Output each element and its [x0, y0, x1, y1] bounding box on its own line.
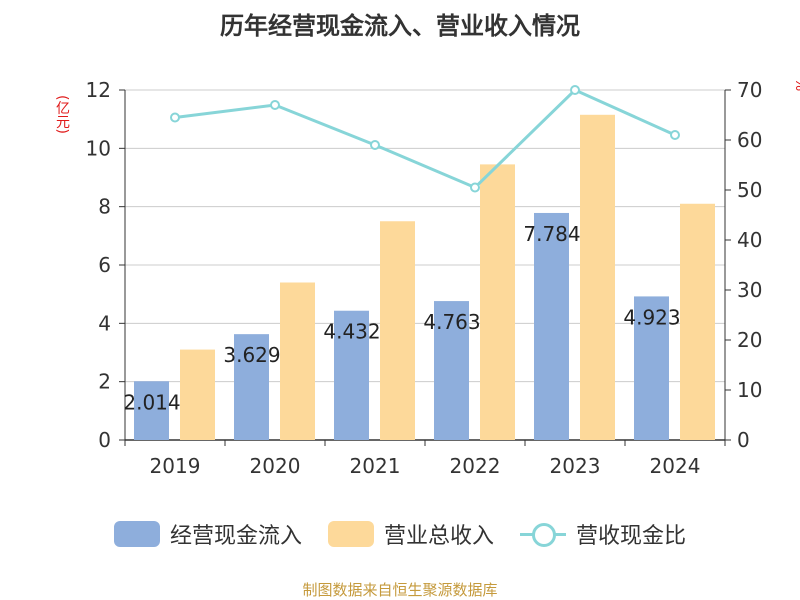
x-tick-label: 2021: [350, 454, 401, 478]
bar-revenue: [180, 349, 215, 440]
legend-swatch-cash-ratio: [520, 521, 566, 547]
y-left-tick-label: 4: [98, 311, 111, 335]
y-right-tick-label: 20: [737, 328, 762, 352]
point-cash-ratio: [470, 182, 480, 193]
y-axis-left-label: (亿元): [54, 95, 70, 134]
bar-revenue: [680, 203, 715, 440]
bar-cash-inflow: [234, 334, 269, 440]
y-right-tick-label: 50: [737, 178, 762, 202]
bar-revenue: [280, 282, 315, 440]
y-left-tick-label: 0: [98, 428, 111, 452]
data-label-cash-inflow: 4.923: [623, 305, 680, 329]
legend-swatch-cash-inflow: [113, 521, 160, 547]
data-label-cash-inflow: 2.014: [123, 390, 180, 414]
bar-cash-inflow: [434, 301, 469, 440]
point-cash-ratio: [670, 130, 680, 140]
point-cash-ratio: [370, 140, 380, 150]
bar-cash-inflow: [134, 381, 169, 440]
y-left-tick-label: 12: [86, 78, 111, 102]
legend: 经营现金流入 营业总收入 营收现金比: [0, 518, 800, 550]
legend-label-cash-inflow: 经营现金流入: [169, 524, 302, 549]
y-left-tick-label: 10: [86, 136, 111, 160]
bar-revenue: [580, 114, 615, 441]
y-axis-right-label: %: [792, 78, 800, 92]
legend-label-revenue: 营业总收入: [383, 524, 494, 549]
line-cash-ratio: [174, 88, 676, 190]
y-left-tick-label: 8: [98, 195, 111, 219]
legend-item-cash-ratio[interactable]: 营收现金比: [520, 518, 686, 550]
point-cash-ratio: [270, 100, 280, 110]
x-tick-label: 2020: [250, 454, 301, 478]
x-tick-label: 2024: [650, 454, 701, 478]
y-right-tick-label: 30: [737, 278, 762, 302]
legend-label-cash-ratio: 营收现金比: [576, 524, 687, 549]
y-left-tick-label: 2: [98, 370, 111, 394]
data-label-cash-inflow: 4.432: [323, 320, 380, 344]
chart-title: 历年经营现金流入、营业收入情况: [220, 12, 580, 40]
x-tick-label: 2023: [550, 454, 601, 478]
x-tick-label: 2022: [450, 454, 501, 478]
data-label-cash-inflow: 4.763: [423, 310, 480, 334]
point-cash-ratio: [170, 112, 180, 123]
y-right-tick-label: 0: [737, 428, 750, 452]
y-right-tick-label: 40: [737, 228, 762, 252]
data-source-note: 制图数据来自恒生聚源数据库: [302, 581, 498, 599]
data-label-cash-inflow: 3.629: [223, 343, 280, 367]
y-right-tick-label: 60: [737, 128, 762, 152]
point-cash-ratio: [570, 85, 580, 95]
bar-cash-inflow: [334, 310, 369, 440]
bar-cash-inflow: [634, 296, 669, 440]
data-label-cash-inflow: 7.784: [523, 222, 580, 246]
y-left-tick-label: 6: [98, 253, 111, 277]
bar-revenue: [480, 164, 515, 440]
y-right-tick-label: 70: [737, 78, 762, 102]
y-right-tick-label: 10: [737, 378, 762, 402]
legend-swatch-revenue: [327, 521, 374, 547]
bar-revenue: [380, 221, 415, 440]
bar-cash-inflow: [534, 212, 569, 440]
legend-item-revenue[interactable]: 营业总收入: [327, 518, 494, 550]
x-tick-label: 2019: [150, 454, 201, 478]
legend-item-cash-inflow[interactable]: 经营现金流入: [113, 518, 302, 550]
